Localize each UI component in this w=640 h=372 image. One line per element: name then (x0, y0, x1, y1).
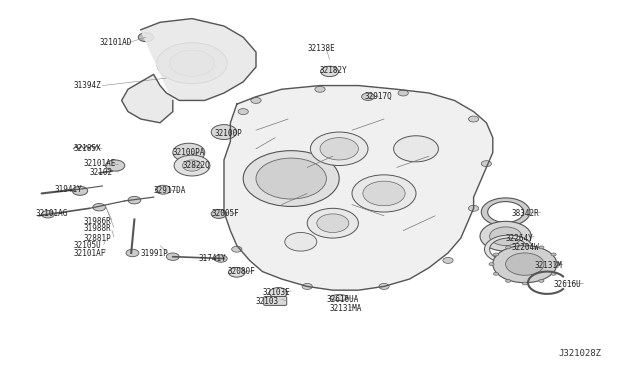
Circle shape (506, 246, 511, 249)
Text: 32101AF: 32101AF (74, 249, 106, 258)
Circle shape (285, 232, 317, 251)
Circle shape (522, 243, 527, 246)
Circle shape (352, 175, 416, 212)
Circle shape (443, 257, 453, 263)
Text: 31986R: 31986R (83, 217, 111, 226)
Circle shape (556, 263, 561, 266)
Text: 32822Q: 32822Q (182, 161, 210, 170)
Text: 32101AD: 32101AD (99, 38, 132, 47)
Text: 31988R: 31988R (83, 224, 111, 233)
Polygon shape (122, 19, 256, 123)
Text: 32103: 32103 (256, 297, 279, 306)
Circle shape (379, 283, 389, 289)
Text: 32917Q: 32917Q (365, 92, 392, 101)
Circle shape (481, 161, 492, 167)
Polygon shape (224, 86, 493, 290)
Text: 32103E: 32103E (262, 288, 290, 296)
Circle shape (157, 43, 227, 84)
Circle shape (315, 86, 325, 92)
Circle shape (228, 267, 245, 277)
Text: 31741Y: 31741Y (198, 254, 226, 263)
Circle shape (128, 196, 141, 204)
Circle shape (138, 33, 154, 42)
Circle shape (480, 221, 531, 251)
Text: 32131MA: 32131MA (330, 304, 362, 313)
Circle shape (362, 93, 374, 100)
Circle shape (493, 272, 499, 275)
Circle shape (256, 158, 326, 199)
Circle shape (320, 138, 358, 160)
Circle shape (310, 132, 368, 166)
Circle shape (317, 214, 349, 232)
Circle shape (394, 136, 438, 162)
Circle shape (173, 143, 205, 162)
Text: 32182Y: 32182Y (320, 66, 348, 75)
Circle shape (126, 249, 139, 257)
Circle shape (211, 125, 237, 140)
Text: 32101AG: 32101AG (35, 209, 68, 218)
Circle shape (522, 282, 527, 285)
Circle shape (269, 288, 287, 298)
Circle shape (42, 211, 54, 218)
Circle shape (551, 253, 556, 256)
Text: 31991P: 31991P (141, 249, 168, 258)
Text: 32101AE: 32101AE (83, 159, 116, 168)
Circle shape (493, 246, 557, 283)
Circle shape (156, 185, 171, 194)
Circle shape (363, 181, 405, 206)
Circle shape (166, 253, 179, 260)
Text: 32102: 32102 (90, 169, 113, 177)
Wedge shape (481, 198, 530, 226)
Circle shape (493, 253, 499, 256)
Circle shape (243, 151, 339, 206)
Circle shape (551, 272, 556, 275)
Circle shape (182, 160, 202, 171)
Text: 31941Y: 31941Y (54, 185, 82, 194)
Circle shape (251, 97, 261, 103)
Circle shape (214, 255, 227, 262)
Text: 32005F: 32005F (211, 209, 239, 218)
Circle shape (307, 208, 358, 238)
Text: 32100PA: 32100PA (173, 148, 205, 157)
Circle shape (321, 66, 339, 77)
Text: 32138E: 32138E (307, 44, 335, 53)
Circle shape (490, 227, 522, 246)
Text: 32917DA: 32917DA (154, 186, 186, 195)
Text: 32204W: 32204W (512, 243, 540, 252)
Wedge shape (484, 235, 533, 263)
Text: 32616U: 32616U (554, 280, 581, 289)
Text: 32185X: 32185X (74, 144, 101, 153)
Circle shape (489, 263, 494, 266)
FancyBboxPatch shape (264, 296, 287, 305)
Circle shape (106, 160, 125, 171)
Ellipse shape (330, 295, 348, 301)
Text: 32080F: 32080F (227, 267, 255, 276)
Circle shape (238, 109, 248, 115)
Text: 32131M: 32131M (534, 262, 562, 270)
Text: 32616UA: 32616UA (326, 295, 359, 304)
Circle shape (506, 279, 511, 282)
Circle shape (170, 50, 214, 76)
Circle shape (211, 209, 227, 218)
Text: 31394Z: 31394Z (74, 81, 101, 90)
Text: 32100P: 32100P (214, 129, 242, 138)
Circle shape (398, 90, 408, 96)
Circle shape (506, 253, 544, 275)
Circle shape (302, 283, 312, 289)
Text: 32881P: 32881P (83, 234, 111, 243)
Text: J321028Z: J321028Z (559, 349, 602, 358)
Text: 38342R: 38342R (512, 209, 540, 218)
Circle shape (539, 246, 544, 249)
Text: 32105U: 32105U (74, 241, 101, 250)
Circle shape (72, 186, 88, 195)
Circle shape (174, 155, 210, 176)
Circle shape (539, 279, 544, 282)
Text: 32264Y: 32264Y (506, 234, 533, 243)
Circle shape (468, 116, 479, 122)
Circle shape (93, 203, 106, 211)
Circle shape (232, 246, 242, 252)
Circle shape (468, 205, 479, 211)
